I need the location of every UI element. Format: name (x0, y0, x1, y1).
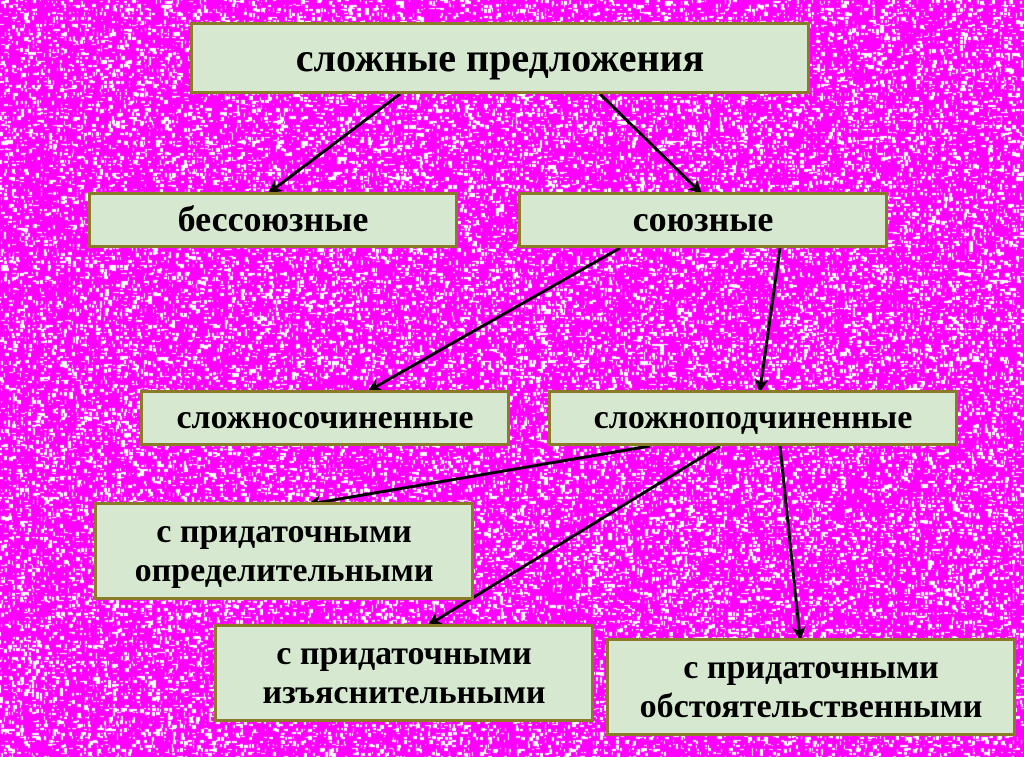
node-root: сложные предложения (190, 22, 810, 94)
node-opr: с придаточными определительными (94, 502, 474, 600)
diagram-canvas: сложные предложения бессоюзные союзные слож… (0, 0, 1024, 757)
node-spch: сложноподчиненные (548, 390, 958, 446)
node-soyuz: союзные (518, 192, 888, 248)
node-obst: с придаточными обстоятельственными (606, 638, 1016, 736)
node-izya: с придаточными изъяснительными (214, 624, 594, 722)
node-ssch: сложносочиненные (140, 390, 510, 446)
node-bess: бессоюзные (88, 192, 458, 248)
